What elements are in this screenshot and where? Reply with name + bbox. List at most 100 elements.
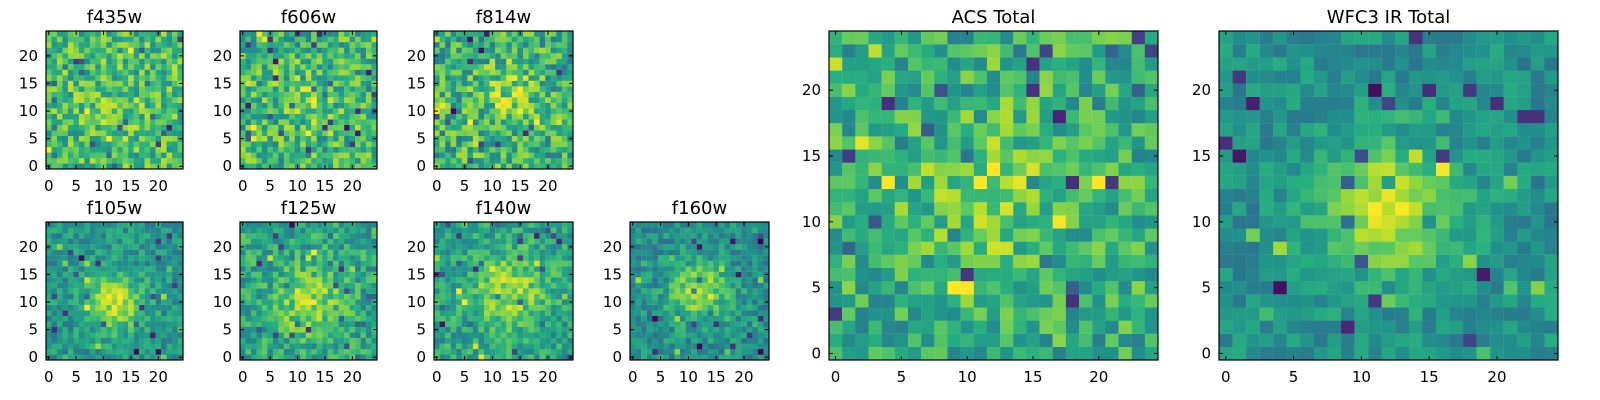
heatmap-cell [484, 152, 490, 159]
heatmap-cell [1144, 307, 1159, 321]
heatmap-cell [718, 260, 725, 267]
heatmap-cell [117, 69, 123, 76]
heatmap-cell [62, 266, 69, 272]
heatmap-cell [150, 222, 156, 228]
heatmap-cell [947, 307, 961, 321]
heatmap-cell [478, 244, 485, 250]
heatmap-cell [161, 119, 167, 125]
heatmap-cell [305, 108, 312, 114]
heatmap-cell [344, 69, 350, 76]
heatmap-cell [461, 348, 468, 355]
heatmap-cell [517, 124, 524, 131]
heatmap-cell [439, 321, 446, 328]
heatmap-cell [855, 188, 869, 203]
heatmap-cell [294, 260, 301, 267]
heatmap-cell [366, 64, 372, 70]
y-tick-label: 10 [19, 293, 38, 311]
heatmap-cell [360, 260, 367, 267]
heatmap-cell [128, 255, 134, 261]
heatmap-cell [177, 58, 184, 65]
heatmap-cell [439, 141, 446, 148]
heatmap-cell [663, 238, 670, 245]
heatmap-cell [311, 238, 317, 245]
heatmap-cell [868, 254, 882, 269]
heatmap-cell [122, 293, 129, 300]
heatmap-cell [450, 119, 457, 125]
heatmap-cell [657, 255, 664, 261]
heatmap-cell [100, 135, 107, 142]
heatmap-cell [56, 337, 63, 344]
heatmap-cell [333, 75, 339, 81]
heatmap-cell [106, 75, 112, 81]
heatmap-cell [561, 260, 568, 267]
heatmap-cell [155, 58, 162, 65]
heatmap-cell [360, 348, 367, 355]
heatmap-cell [327, 113, 334, 120]
heatmap-cell [718, 326, 725, 333]
heatmap-cell [478, 152, 485, 159]
heatmap-cell [67, 255, 74, 261]
heatmap-cell [278, 80, 284, 87]
heatmap-cell [434, 260, 440, 267]
panel-title-f435w: f435w [87, 7, 142, 28]
heatmap-cell [478, 310, 485, 316]
heatmap-cell [461, 293, 468, 300]
heatmap-cell [489, 326, 496, 333]
heatmap-cell [56, 146, 63, 153]
x-tick-label: 5 [265, 177, 275, 195]
heatmap-cell [67, 348, 74, 355]
heatmap-cell [245, 271, 252, 278]
heatmap-cell [741, 326, 747, 333]
heatmap-cell [707, 282, 714, 289]
heatmap-cell [333, 343, 339, 350]
heatmap-cell [294, 108, 301, 114]
heatmap-cell [472, 108, 479, 114]
heatmap-cell [122, 86, 129, 92]
heatmap-cell [545, 277, 551, 283]
heatmap-cell [973, 228, 988, 242]
heatmap-cell [322, 135, 328, 142]
heatmap-cell [128, 348, 134, 355]
heatmap-cell [371, 91, 378, 98]
heatmap-cell [534, 282, 540, 289]
heatmap-cell [311, 97, 317, 103]
heatmap-cell [305, 75, 312, 81]
heatmap-cell [467, 249, 474, 256]
heatmap-cell [272, 86, 279, 92]
heatmap-cell [1052, 267, 1067, 282]
heatmap-cell [344, 113, 350, 120]
heatmap-cell [663, 271, 670, 278]
heatmap-cell [133, 36, 140, 43]
heatmap-cell [289, 321, 295, 328]
heatmap-cell [56, 58, 63, 65]
heatmap-cell [445, 227, 451, 234]
heatmap-cell [177, 227, 184, 234]
heatmap-cell [261, 260, 268, 267]
heatmap-cell [934, 254, 948, 269]
heatmap-cell [484, 299, 490, 305]
heatmap-cell [355, 255, 361, 261]
heatmap-cell [245, 321, 252, 328]
heatmap-cell [556, 277, 563, 283]
heatmap-cell [272, 299, 279, 305]
heatmap-cell [272, 332, 279, 339]
heatmap-cell [556, 36, 563, 43]
heatmap-cell [338, 260, 345, 267]
heatmap-cell [333, 130, 339, 137]
heatmap-cell [128, 42, 134, 48]
heatmap-cell [506, 321, 512, 328]
heatmap-cell [155, 36, 162, 43]
heatmap-cell [456, 277, 462, 283]
heatmap-cell [177, 293, 184, 300]
heatmap-cell [511, 348, 518, 355]
heatmap-cell [752, 315, 759, 322]
heatmap-cell [630, 249, 636, 256]
heatmap-cell [528, 277, 535, 283]
heatmap-cell [539, 113, 546, 120]
heatmap-cell [111, 97, 118, 103]
heatmap-cell [84, 157, 90, 164]
heatmap-cell [316, 260, 323, 267]
heatmap-cell [472, 260, 479, 267]
heatmap-cell [67, 58, 74, 65]
heatmap-cell [534, 343, 540, 350]
